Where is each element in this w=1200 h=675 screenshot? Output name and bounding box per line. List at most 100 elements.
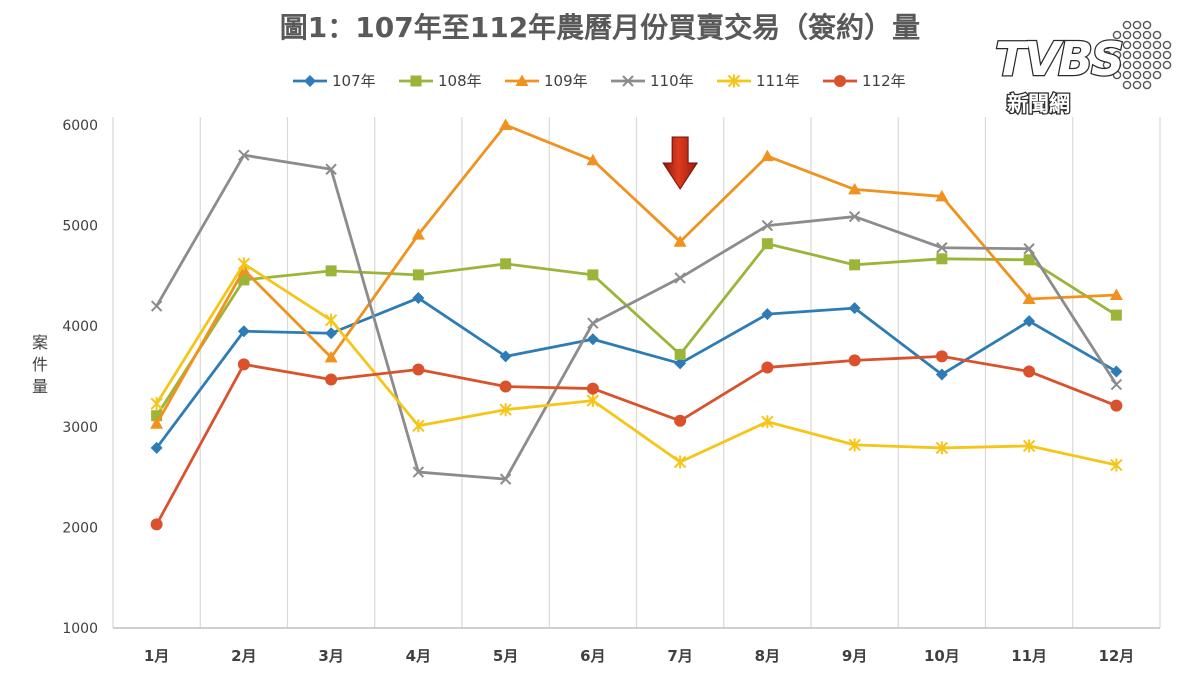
data-point [1110, 458, 1123, 472]
data-point [412, 269, 424, 281]
legend-item: 111年 [717, 72, 800, 90]
series-line [155, 354, 1117, 526]
data-point [586, 333, 599, 346]
logo-dot [1162, 40, 1172, 50]
logo-dot [1132, 80, 1142, 90]
x-axis: 1月 2月 3月 4月 5月 6月 7月 8月 9月 10月 11月 12月 [113, 627, 1160, 665]
data-point [673, 455, 687, 469]
logo-dot [1112, 30, 1122, 40]
y-axis: 1000 2000 3000 4000 5000 6000 [62, 118, 98, 637]
logo-dot [1132, 50, 1142, 60]
logo-dot [1102, 50, 1112, 60]
data-point [848, 438, 861, 452]
data-point [848, 182, 862, 195]
data-point [304, 75, 316, 87]
series-107年 [150, 292, 1123, 454]
data-point [1109, 288, 1123, 301]
logo-dot [1102, 60, 1112, 70]
series-109年 [150, 118, 1123, 429]
logo-dot [1152, 30, 1162, 40]
series-112年 [150, 350, 1123, 531]
data-point [586, 394, 600, 408]
logo-dot [1122, 40, 1132, 50]
data-point [673, 235, 687, 247]
data-point [1022, 292, 1036, 305]
series-line [155, 262, 1117, 467]
data-point [1023, 315, 1036, 328]
logo-dot [1132, 40, 1142, 50]
data-point [761, 238, 773, 250]
data-point [587, 317, 599, 329]
legend-item: 108年 [399, 72, 482, 90]
x-tick-label: 11月 [1011, 647, 1047, 665]
data-point [1110, 399, 1123, 412]
data-point [760, 149, 774, 162]
legend-label: 112年 [862, 72, 906, 90]
data-point [674, 272, 686, 284]
data-point [412, 292, 425, 305]
logo-dot [1142, 80, 1152, 90]
logo-dot [1122, 50, 1132, 60]
data-point [150, 300, 163, 312]
logo-dot [1152, 70, 1162, 80]
series-110年 [150, 149, 1123, 485]
data-point [499, 473, 512, 485]
data-point [410, 75, 422, 87]
logo-dot [1152, 50, 1162, 60]
data-point [727, 74, 741, 88]
y-tick-label: 1000 [62, 621, 98, 637]
data-point [848, 302, 861, 315]
data-point [761, 361, 774, 374]
data-point [587, 269, 599, 281]
data-point [935, 189, 949, 202]
grid-lines [112, 117, 1161, 628]
chart-title: 圖1：107年至112年農曆月份買賣交易（簽約）量 [280, 11, 920, 44]
legend: 107年 108年 109年 110年 111年 112年 [293, 72, 906, 90]
logo-dot [1122, 80, 1132, 90]
logo-dot [1142, 40, 1152, 50]
data-point [586, 382, 599, 395]
data-point [325, 265, 337, 277]
logo-dot [1122, 30, 1132, 40]
series-line [155, 242, 1118, 417]
legend-label: 108年 [438, 72, 482, 90]
logo-dot [1142, 70, 1152, 80]
y-tick-label: 5000 [62, 219, 98, 235]
logo-dot [1142, 30, 1152, 40]
logo-dot [1142, 50, 1152, 60]
x-tick-label: 4月 [406, 647, 431, 665]
x-tick-label: 12月 [1098, 647, 1134, 665]
data-point [412, 419, 425, 433]
arrow-shape [662, 136, 699, 190]
logo-dot [1162, 60, 1172, 70]
legend-label: 109年 [544, 72, 588, 90]
data-point [761, 219, 774, 232]
data-point [411, 228, 425, 240]
data-point [674, 348, 686, 360]
series-line [155, 296, 1118, 449]
y-axis-label: 案件量 [32, 333, 48, 396]
logo-dot [1132, 20, 1142, 30]
legend-item: 107年 [293, 72, 376, 90]
data-point [935, 441, 949, 455]
plot-area [150, 118, 1123, 531]
highlight-arrow-icon [662, 136, 699, 190]
series-108年 [151, 238, 1122, 422]
data-point [325, 163, 337, 175]
logo-dot [1112, 50, 1122, 60]
data-point [412, 466, 425, 478]
x-tick-label: 5月 [493, 647, 518, 665]
y-tick-label: 3000 [62, 420, 98, 436]
data-point [412, 363, 425, 376]
legend-label: 111年 [756, 72, 800, 90]
logo-dot [1162, 50, 1172, 60]
legend-label: 110年 [650, 72, 694, 90]
data-point [150, 417, 164, 429]
data-point [936, 253, 948, 265]
data-point [1023, 243, 1035, 255]
y-tick-label: 4000 [62, 319, 98, 335]
data-point [499, 403, 512, 417]
tvbs-logo: TVBS 新聞網 [994, 20, 1172, 117]
